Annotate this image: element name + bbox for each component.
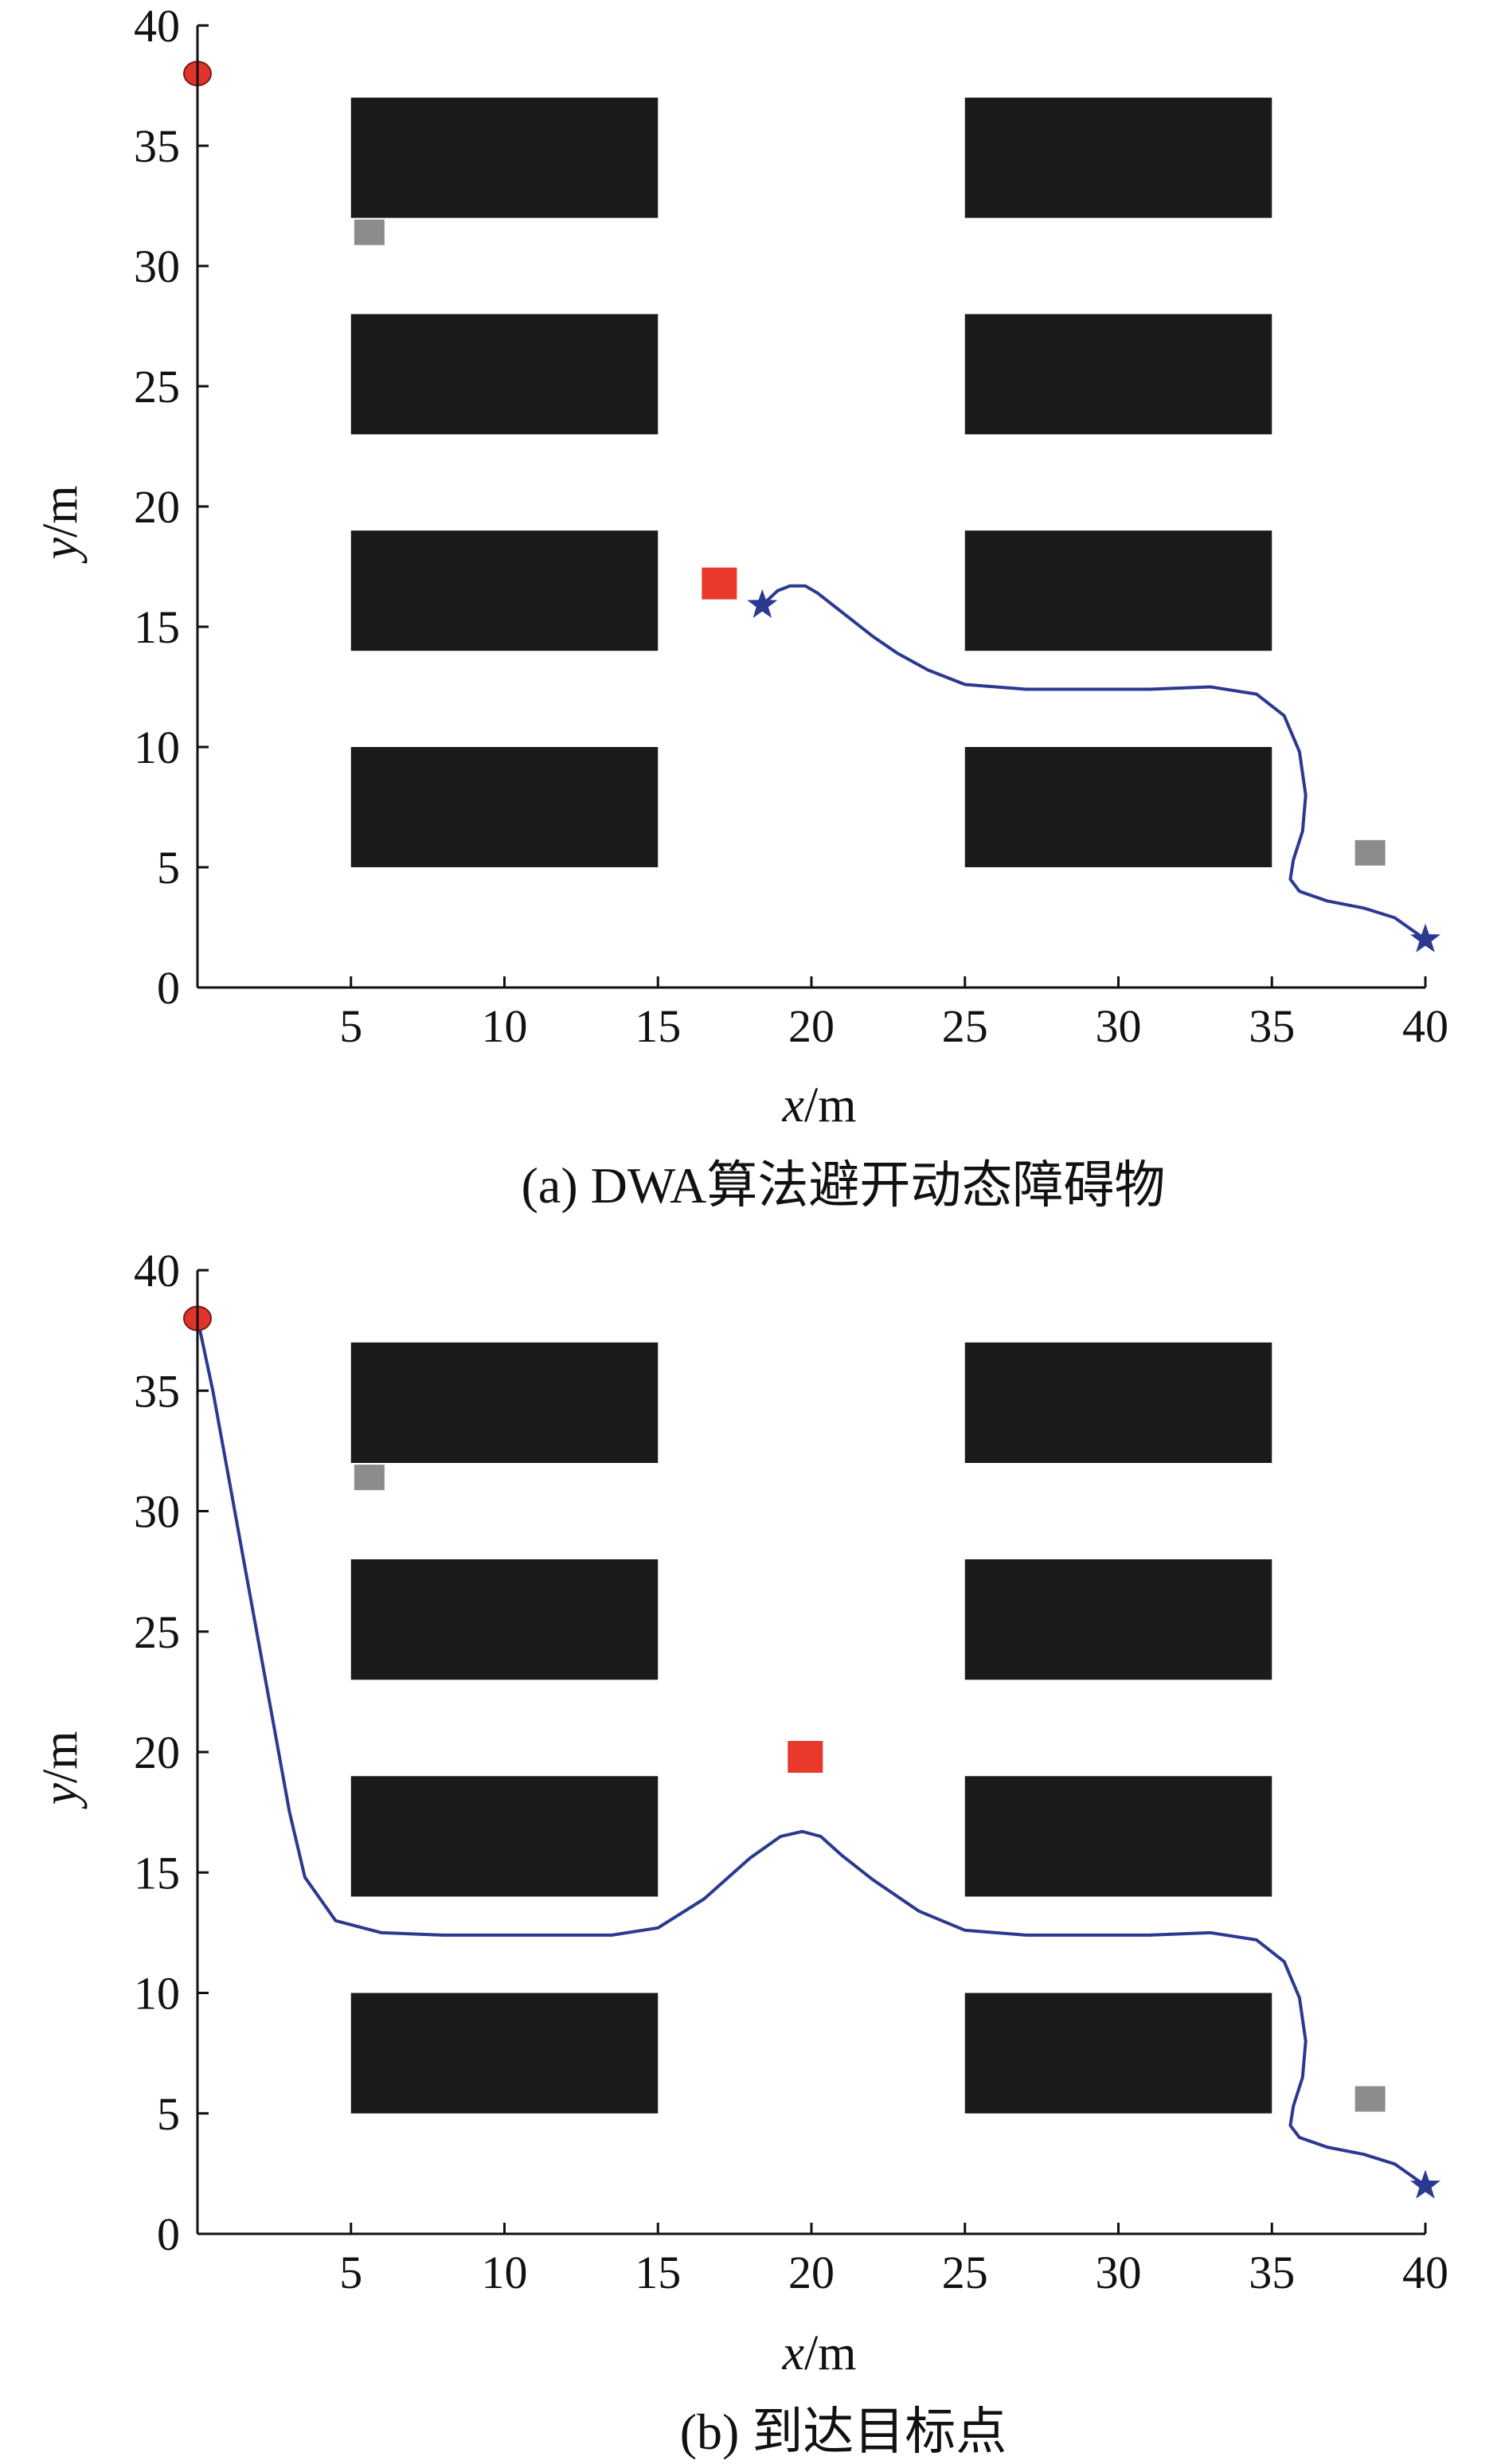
x-tick-label-35: 35 [1249, 1000, 1295, 1052]
x-tick-label-25: 25 [942, 1000, 988, 1052]
static-marker-1 [354, 1465, 385, 1491]
x-tick-label-20: 20 [788, 1000, 835, 1052]
y-tick-label-35: 35 [134, 1365, 180, 1417]
y-axis-label-var: y [33, 537, 88, 564]
x-axis-label: x/m [782, 2326, 857, 2380]
obstacle-1 [350, 1342, 659, 1463]
x-tick-label-20: 20 [788, 2247, 835, 2298]
obstacle-4 [350, 1993, 659, 2114]
x-tick-label-40: 40 [1402, 2247, 1448, 2298]
goal-star [1410, 923, 1440, 952]
obstacle-7 [964, 1776, 1272, 1897]
x-axis-label-var: x [782, 2326, 805, 2380]
goal-star [1410, 2169, 1440, 2199]
x-axis-label: x/m [782, 1078, 857, 1132]
y-tick-label-15: 15 [134, 1847, 180, 1899]
y-axis-label-unit: /m [33, 1731, 88, 1783]
chart-panel-b: 5 10 15 20 25 30 35 400510152025303540x/my/m(b)… [33, 1245, 1448, 2460]
y-tick-label-5: 5 [157, 842, 180, 894]
trajectory-line [760, 584, 1427, 941]
y-tick-label-40: 40 [134, 1245, 180, 1297]
obstacle-2 [350, 314, 659, 435]
x-axis-label-unit: /m [804, 2326, 856, 2380]
obstacle-8 [964, 1993, 1272, 2114]
y-tick-label-0: 0 [157, 962, 180, 1014]
trajectory-line [196, 1316, 1427, 2188]
x-tick-label-5: 5 [339, 2247, 362, 2298]
y-tick-label-10: 10 [134, 1968, 180, 2020]
y-tick-label-40: 40 [134, 0, 180, 52]
obstacle-8 [964, 747, 1272, 867]
static-marker-2 [1354, 839, 1386, 866]
dynamic-obstacle [788, 1741, 823, 1774]
x-tick-label-40: 40 [1402, 1000, 1448, 1052]
obstacle-5 [964, 1342, 1272, 1463]
y-tick-label-10: 10 [134, 722, 180, 773]
x-tick-label-15: 15 [635, 1000, 681, 1052]
x-tick-label-15: 15 [635, 2247, 681, 2298]
obstacle-4 [350, 747, 659, 867]
obstacle-3 [350, 530, 659, 651]
y-axis-label: y/m [33, 486, 88, 565]
obstacle-6 [964, 314, 1272, 435]
y-tick-label-20: 20 [134, 1727, 180, 1778]
x-axis-label-var: x [782, 1078, 805, 1132]
x-tick-label-25: 25 [942, 2247, 988, 2298]
panel-caption: (b) 到达目标点 [680, 2403, 1007, 2460]
static-marker-2 [1354, 2086, 1386, 2112]
y-tick-label-5: 5 [157, 2088, 180, 2140]
y-tick-label-15: 15 [134, 601, 180, 653]
y-tick-label-0: 0 [157, 2208, 180, 2260]
x-tick-label-30: 30 [1096, 1000, 1142, 1052]
obstacle-3 [350, 1776, 659, 1897]
y-tick-label-25: 25 [134, 1606, 180, 1658]
y-axis-label-unit: /m [33, 486, 88, 538]
obstacle-6 [964, 1559, 1272, 1680]
y-tick-label-30: 30 [134, 1486, 180, 1538]
y-tick-label-20: 20 [134, 481, 180, 533]
obstacle-2 [350, 1559, 659, 1680]
x-tick-label-10: 10 [482, 2247, 528, 2298]
y-tick-label-30: 30 [134, 241, 180, 292]
x-tick-label-10: 10 [482, 1000, 528, 1052]
y-tick-label-25: 25 [134, 361, 180, 413]
y-axis-label-var: y [33, 1782, 88, 1809]
x-tick-label-30: 30 [1096, 2247, 1142, 2298]
x-tick-label-5: 5 [339, 1000, 362, 1052]
static-marker-1 [354, 219, 385, 245]
chart-panel-a: 5 10 15 20 25 30 35 400510152025303540x/my/m(a)… [33, 0, 1448, 1214]
robot-star [747, 589, 778, 618]
obstacle-1 [350, 97, 659, 218]
obstacle-5 [964, 97, 1272, 218]
panel-caption: (a) DWA算法避开动态障碍物 [522, 1157, 1166, 1214]
y-tick-label-35: 35 [134, 120, 180, 172]
obstacle-7 [964, 530, 1272, 651]
x-tick-label-35: 35 [1249, 2247, 1295, 2298]
y-axis-label: y/m [33, 1731, 88, 1810]
x-axis-label-unit: /m [804, 1078, 856, 1132]
dynamic-obstacle [702, 567, 737, 600]
